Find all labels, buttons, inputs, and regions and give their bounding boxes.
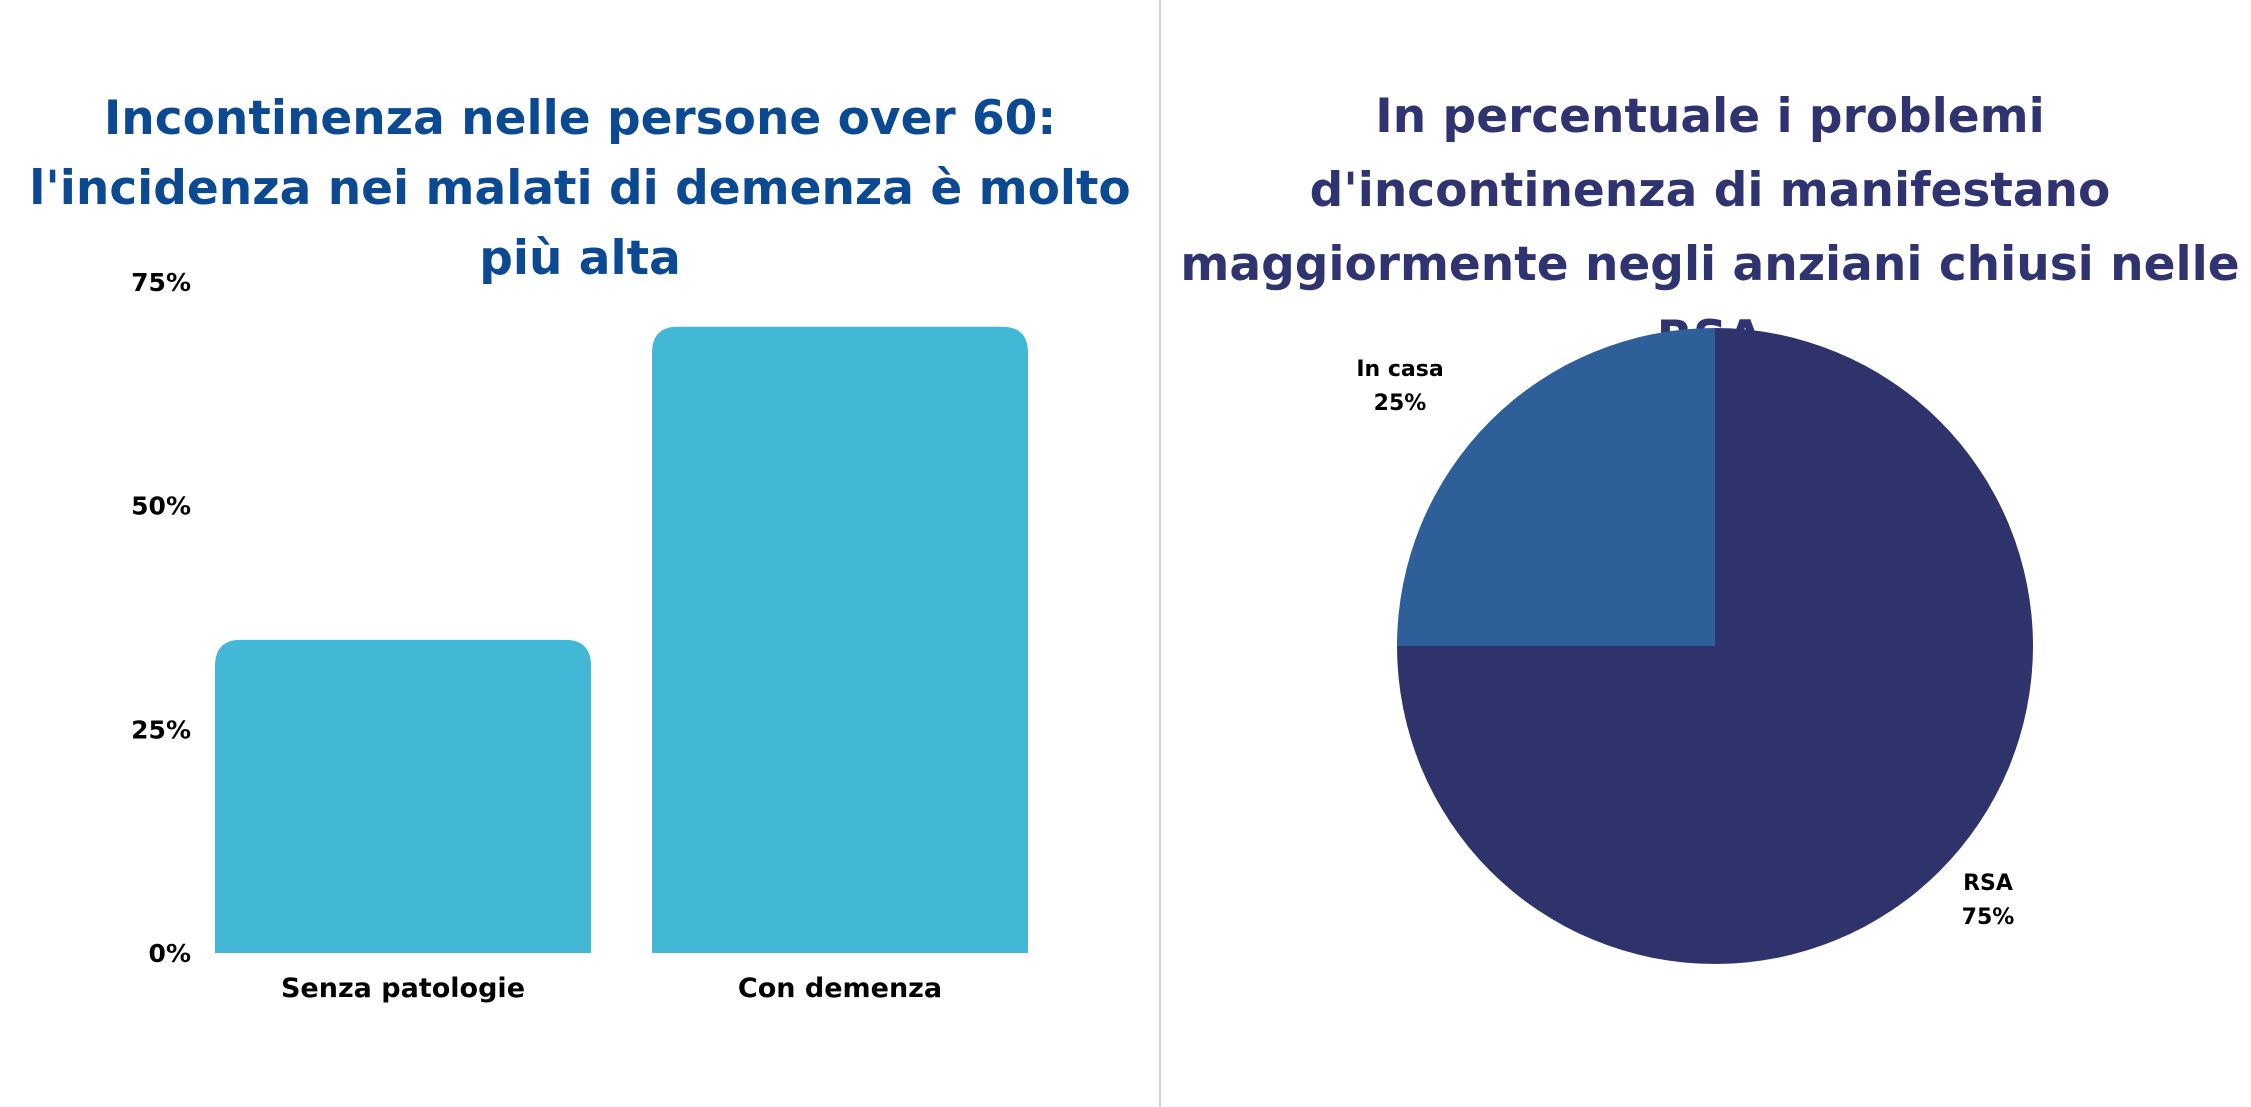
pie-slice-value: 75%: [1962, 905, 2015, 930]
bar-chart-title: Incontinenza nelle persone over 60: l'in…: [29, 91, 1131, 286]
pie-slice-label: In casa: [1356, 357, 1443, 382]
bar-1: [215, 639, 591, 953]
y-tick-label: 0%: [149, 939, 191, 968]
pie-slice-value: 25%: [1374, 391, 1427, 416]
x-category-label: Senza patologie: [281, 973, 525, 1004]
divider: [1159, 0, 1161, 1107]
y-tick-label: 25%: [131, 715, 191, 744]
x-category-label: Con demenza: [738, 973, 942, 1004]
pie-slice-in-casa: [1397, 328, 1715, 646]
pie-chart-title: In percentuale i problemi d'incontinenza…: [1180, 89, 2240, 366]
pie-slice-label: RSA: [1963, 871, 2013, 896]
y-tick-label: 50%: [131, 492, 191, 521]
bar-2: [652, 326, 1028, 953]
y-tick-label: 75%: [131, 268, 191, 297]
